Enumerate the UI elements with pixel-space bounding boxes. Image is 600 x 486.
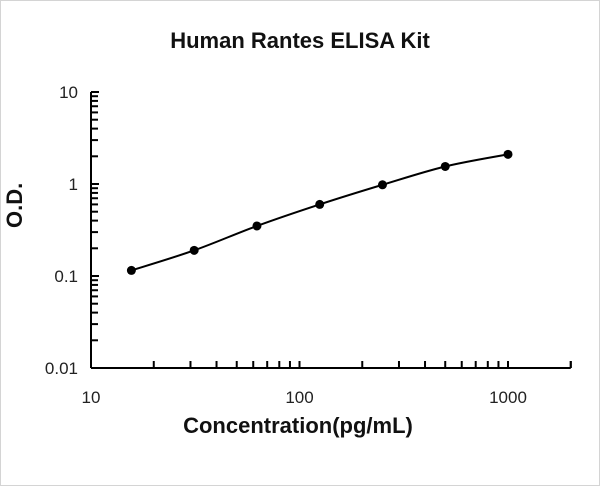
data-point-marker <box>252 221 262 231</box>
x-tick-label: 1000 <box>489 388 527 407</box>
y-tick-label: 0.01 <box>45 359 78 378</box>
chart-title: Human Rantes ELISA Kit <box>170 28 430 53</box>
data-point-marker <box>503 149 513 159</box>
x-axis-label: Concentration(pg/mL) <box>183 413 413 438</box>
y-tick-label: 1 <box>69 175 78 194</box>
y-tick-label: 0.1 <box>54 267 78 286</box>
standard-curve-line <box>131 153 509 272</box>
x-tick-label: 10 <box>82 388 101 407</box>
x-tick-label: 100 <box>285 388 313 407</box>
y-tick-label: 10 <box>59 83 78 102</box>
data-point-marker <box>377 180 387 190</box>
data-point-marker <box>440 161 450 171</box>
data-point-marker <box>315 199 325 209</box>
data-point-marker <box>126 265 136 275</box>
data-point-marker <box>189 245 199 255</box>
